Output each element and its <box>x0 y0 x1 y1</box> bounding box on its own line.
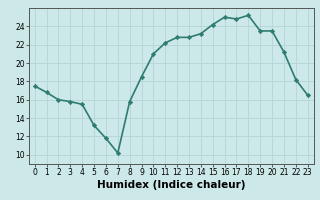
X-axis label: Humidex (Indice chaleur): Humidex (Indice chaleur) <box>97 180 245 190</box>
